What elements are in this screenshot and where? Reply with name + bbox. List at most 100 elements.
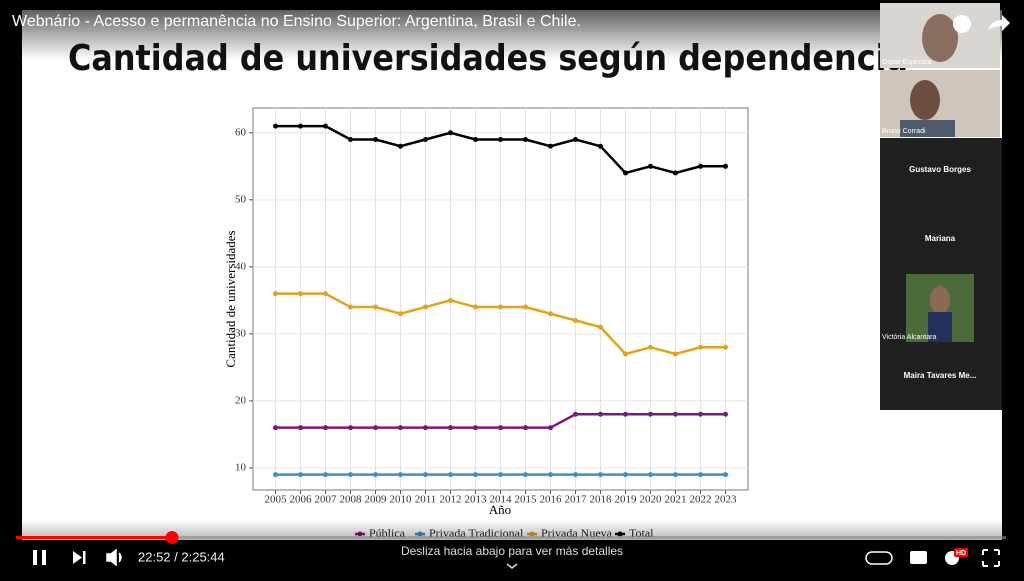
x-tick-label: 2017 [565, 494, 588, 506]
point [723, 344, 728, 350]
point [498, 425, 503, 431]
autoplay-toggle[interactable] [865, 551, 893, 565]
point [548, 143, 553, 149]
point [598, 324, 603, 330]
point [323, 472, 328, 478]
y-axis-label: Cantidad de universidades [223, 230, 238, 367]
point [698, 163, 703, 169]
participant-name: Maira Tavares Me... [904, 371, 977, 380]
point [273, 472, 278, 478]
progress-played [16, 536, 172, 539]
point [423, 304, 428, 310]
point [473, 425, 478, 431]
y-tick-label: 30 [235, 327, 247, 339]
x-axis-label: Año [489, 502, 511, 517]
subtitles-icon[interactable] [910, 551, 927, 564]
x-tick-label: 2013 [465, 494, 488, 506]
x-tick-label: 2006 [290, 494, 313, 506]
chevron[interactable] [506, 563, 518, 569]
point [398, 311, 403, 317]
x-tick-label: 2012 [440, 494, 462, 506]
point [448, 472, 453, 478]
point [598, 411, 603, 417]
participant-name: Gustavo Borges [909, 165, 971, 174]
point [623, 411, 628, 417]
point [623, 170, 628, 176]
point [723, 472, 728, 478]
x-tick-label: 2005 [265, 494, 288, 506]
point [348, 304, 353, 310]
point [373, 136, 378, 142]
hd-badge [954, 548, 968, 557]
point [598, 143, 603, 149]
point [298, 123, 303, 129]
x-tick-label: 2010 [390, 494, 413, 506]
x-tick-label: 2009 [365, 494, 388, 506]
pause-icon [42, 550, 46, 565]
fullscreen-icon[interactable] [982, 549, 1000, 567]
scroll-hint: Desliza hacia abajo para ver más detalle… [401, 544, 623, 558]
point [498, 136, 503, 142]
volume-icon[interactable] [106, 548, 122, 567]
y-tick-label: 40 [235, 260, 247, 272]
point [473, 136, 478, 142]
shirt [900, 120, 955, 137]
point [298, 472, 303, 478]
point [673, 411, 678, 417]
point [373, 472, 378, 478]
point [423, 136, 428, 142]
scrubber[interactable] [165, 531, 179, 544]
point [373, 425, 378, 431]
point [523, 472, 528, 478]
point [648, 411, 653, 417]
x-tick-label: 2007 [315, 494, 338, 506]
watch-later-icon[interactable] [953, 15, 971, 33]
time-display: 22:52 / 2:25:44 [138, 549, 225, 564]
top-gradient [0, 0, 1024, 60]
point [423, 425, 428, 431]
x-tick-label: 2020 [640, 494, 663, 506]
point [548, 425, 553, 431]
point [298, 425, 303, 431]
pause-icon[interactable] [33, 550, 37, 565]
point [473, 304, 478, 310]
point [498, 472, 503, 478]
participant-name: Bruno Corradi [882, 128, 926, 135]
participants-panel: Oscar Espinoza Bruno Corradi Gustavo Bor… [880, 3, 1002, 410]
point [448, 297, 453, 303]
point [673, 472, 678, 478]
point [398, 425, 403, 431]
chart: Cantidad de universidades Año 10 20 30 40 50… [223, 107, 749, 540]
x-tick-label: 2022 [690, 494, 712, 506]
point [548, 311, 553, 317]
point [573, 317, 578, 323]
shirt [928, 312, 952, 342]
point [698, 472, 703, 478]
point [648, 163, 653, 169]
point [323, 291, 328, 297]
x-tick-label: 2014 [490, 494, 513, 506]
point [473, 472, 478, 478]
point [498, 304, 503, 310]
x-tick-label: 2023 [715, 494, 738, 506]
point [623, 351, 628, 357]
share-icon[interactable] [988, 15, 1010, 31]
progress-track[interactable] [16, 536, 1006, 539]
x-tick-label: 2015 [515, 494, 538, 506]
y-tick-label: 10 [235, 461, 247, 473]
point [573, 472, 578, 478]
next-icon[interactable] [73, 551, 86, 564]
y-tick-label: 50 [235, 193, 247, 205]
point [398, 143, 403, 149]
point [698, 344, 703, 350]
face [922, 14, 958, 62]
x-tick-label: 2019 [615, 494, 638, 506]
point [448, 130, 453, 136]
point [298, 291, 303, 297]
point [523, 425, 528, 431]
point [648, 472, 653, 478]
video-title: Webnário - Acesso e permanência no Ensin… [12, 13, 581, 30]
x-tick-label: 2008 [340, 494, 363, 506]
point [373, 304, 378, 310]
